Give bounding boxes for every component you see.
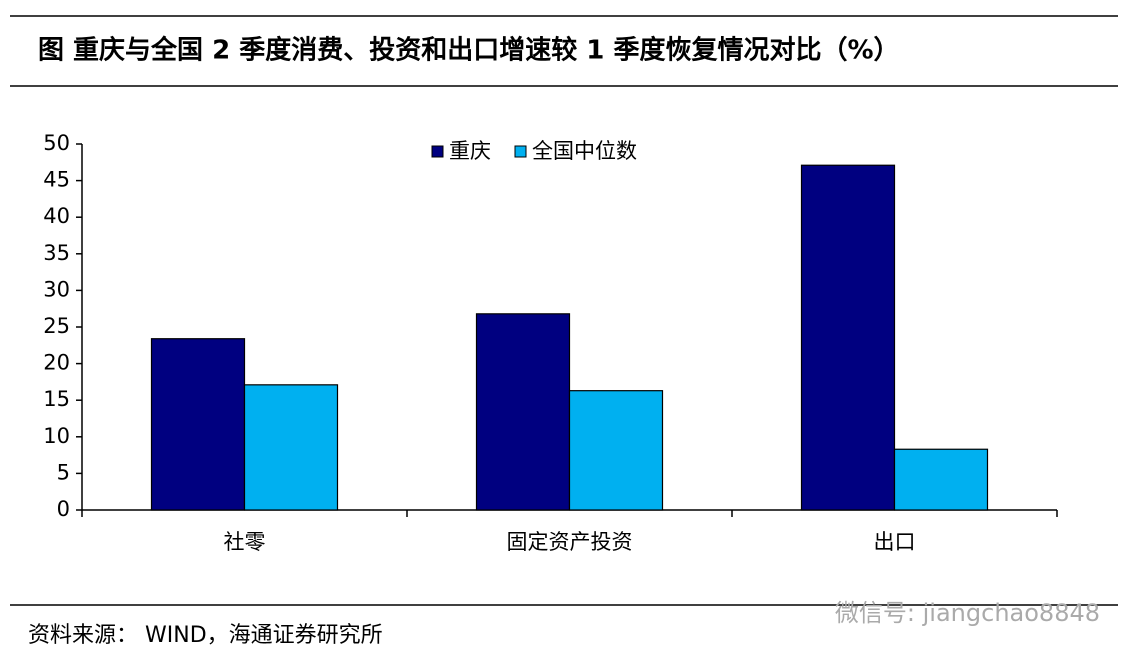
y-tick-label: 45	[43, 168, 70, 192]
bar	[150, 338, 246, 511]
bar	[800, 164, 896, 511]
y-tick-label: 25	[43, 314, 70, 338]
y-tick-label: 10	[43, 424, 70, 448]
y-tick-label: 5	[57, 460, 70, 484]
bar	[475, 313, 571, 511]
y-tick-label: 35	[43, 241, 70, 265]
y-tick-label: 40	[43, 204, 70, 228]
legend-swatch	[431, 145, 444, 158]
y-tick-label: 50	[43, 131, 70, 155]
chart-title: 图 重庆与全国 2 季度消费、投资和出口增速较 1 季度恢复情况对比（%）	[38, 35, 900, 66]
y-tick-label: 15	[43, 387, 70, 411]
y-tick-label: 30	[43, 277, 70, 301]
y-tick-label: 0	[57, 497, 70, 521]
x-tick-label: 固定资产投资	[507, 530, 633, 554]
bar	[243, 384, 339, 511]
watermark: 微信号: jiangchao8848	[835, 599, 1100, 627]
legend-label: 重庆	[449, 139, 491, 163]
legend-swatch	[514, 145, 527, 158]
legend-label: 全国中位数	[532, 139, 637, 163]
x-tick-label: 社零	[224, 530, 266, 554]
bar	[568, 390, 664, 511]
y-tick-label: 20	[43, 351, 70, 375]
source: 资料来源： WIND，海通证券研究所	[28, 623, 383, 648]
bar	[893, 448, 989, 511]
x-tick-label: 出口	[874, 530, 916, 554]
